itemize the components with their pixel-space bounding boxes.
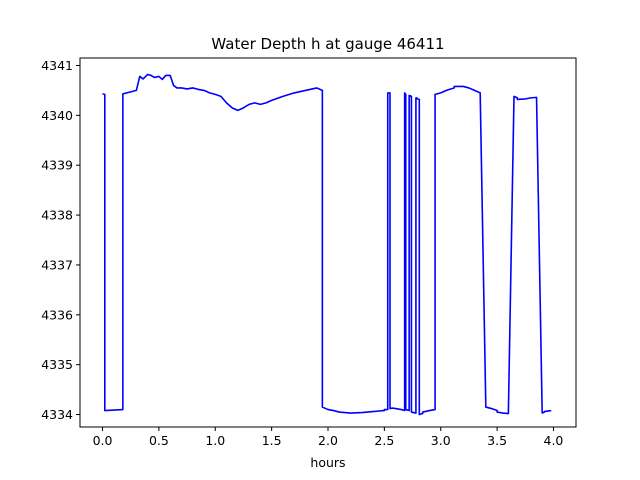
series-line	[102, 73, 552, 416]
x-tick-label: 1.0	[205, 433, 225, 448]
y-tick-label: 4340	[41, 108, 73, 123]
x-tick-label: 1.5	[262, 433, 282, 448]
y-axis: 4334 4335 4336 4337 4338 4339 4340 4341	[41, 58, 80, 422]
x-axis-label: hours	[310, 455, 345, 470]
x-tick-label: 0.5	[149, 433, 169, 448]
x-tick-label: 2.0	[318, 433, 338, 448]
y-tick-label: 4339	[41, 158, 73, 173]
plot-area	[102, 73, 552, 416]
x-axis: 0.0 0.5 1.0 1.5 2.0 2.5 3.0 3.5 4.0	[93, 427, 564, 448]
x-tick-label: 3.5	[487, 433, 507, 448]
y-tick-label: 4337	[41, 257, 73, 272]
y-tick-label: 4334	[41, 407, 73, 422]
y-tick-label: 4338	[41, 208, 73, 223]
x-tick-label: 4.0	[544, 433, 564, 448]
y-tick-label: 4341	[41, 58, 73, 73]
chart-title: Water Depth h at gauge 46411	[211, 35, 444, 53]
y-tick-label: 4336	[41, 307, 73, 322]
x-tick-label: 0.0	[93, 433, 113, 448]
x-tick-label: 3.0	[431, 433, 451, 448]
y-tick-label: 4335	[41, 357, 73, 372]
x-tick-label: 2.5	[374, 433, 394, 448]
